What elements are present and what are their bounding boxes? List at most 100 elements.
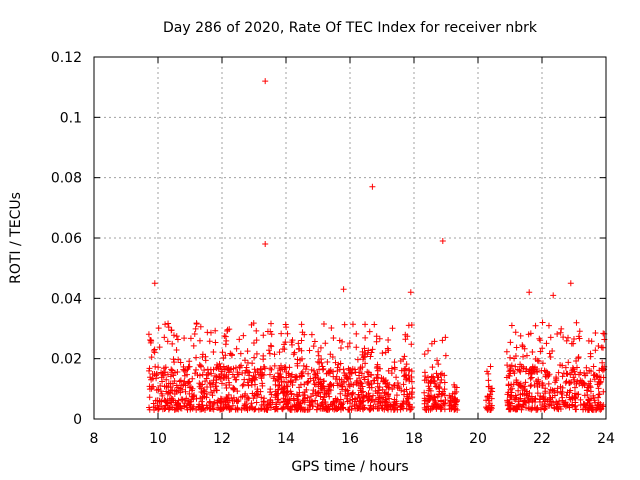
data-point bbox=[408, 368, 415, 375]
data-point bbox=[341, 370, 348, 377]
data-point bbox=[532, 368, 539, 375]
data-point bbox=[539, 319, 546, 326]
x-tick-label: 10 bbox=[149, 431, 167, 447]
data-point bbox=[190, 403, 197, 410]
data-point bbox=[306, 401, 313, 408]
data-point bbox=[180, 381, 187, 388]
data-point bbox=[304, 379, 311, 386]
data-point bbox=[231, 374, 238, 381]
data-point bbox=[160, 372, 167, 379]
data-point bbox=[424, 374, 431, 381]
data-point bbox=[204, 329, 211, 336]
data-point bbox=[327, 387, 334, 394]
data-point bbox=[177, 377, 184, 384]
data-point bbox=[244, 379, 251, 386]
data-point bbox=[177, 359, 184, 366]
data-point bbox=[581, 402, 588, 409]
data-point bbox=[356, 394, 363, 401]
data-point bbox=[206, 379, 213, 386]
data-point bbox=[431, 338, 438, 345]
data-point bbox=[222, 401, 229, 408]
data-point bbox=[214, 405, 221, 412]
data-point bbox=[393, 398, 400, 405]
data-point bbox=[330, 373, 337, 380]
data-point bbox=[169, 367, 176, 374]
data-point bbox=[267, 328, 274, 335]
data-point bbox=[442, 352, 449, 359]
data-point bbox=[600, 344, 607, 351]
data-point bbox=[289, 403, 296, 410]
data-point bbox=[591, 372, 598, 379]
data-point bbox=[310, 377, 317, 384]
outlier-point bbox=[439, 238, 446, 245]
data-point bbox=[294, 374, 301, 381]
data-point bbox=[318, 359, 325, 366]
data-point bbox=[513, 379, 520, 386]
data-point bbox=[155, 325, 162, 332]
data-point bbox=[599, 365, 606, 372]
data-point bbox=[534, 357, 541, 364]
data-point bbox=[326, 368, 333, 375]
data-point bbox=[303, 363, 310, 370]
data-point bbox=[366, 328, 373, 335]
data-point bbox=[389, 325, 396, 332]
data-point bbox=[378, 374, 385, 381]
data-point bbox=[261, 365, 268, 372]
data-point bbox=[305, 378, 312, 385]
data-point bbox=[569, 401, 576, 408]
data-point bbox=[575, 333, 582, 340]
data-point bbox=[251, 392, 258, 399]
data-point bbox=[298, 355, 305, 362]
data-point bbox=[317, 344, 324, 351]
data-point bbox=[353, 330, 360, 337]
data-point bbox=[513, 344, 520, 351]
data-point bbox=[545, 372, 552, 379]
data-point bbox=[299, 368, 306, 375]
data-point bbox=[431, 380, 438, 387]
data-point bbox=[570, 340, 577, 347]
data-point bbox=[268, 331, 275, 338]
data-point bbox=[547, 334, 554, 341]
data-point bbox=[248, 400, 255, 407]
data-point bbox=[408, 406, 415, 413]
data-point bbox=[551, 392, 558, 399]
data-point bbox=[508, 322, 515, 329]
data-point bbox=[198, 398, 205, 405]
data-point bbox=[485, 377, 492, 384]
data-point bbox=[507, 406, 514, 413]
data-point bbox=[546, 390, 553, 397]
data-point bbox=[196, 337, 203, 344]
data-point bbox=[313, 392, 320, 399]
data-point bbox=[328, 324, 335, 331]
data-point bbox=[377, 402, 384, 409]
data-point bbox=[571, 368, 578, 375]
data-point bbox=[212, 372, 219, 379]
data-point bbox=[265, 401, 272, 408]
data-point bbox=[374, 380, 381, 387]
data-point bbox=[295, 346, 302, 353]
data-point bbox=[592, 347, 599, 354]
data-point bbox=[434, 403, 441, 410]
data-point bbox=[547, 386, 554, 393]
data-point bbox=[368, 384, 375, 391]
data-point bbox=[515, 401, 522, 408]
data-point bbox=[186, 358, 193, 365]
data-point bbox=[222, 352, 229, 359]
data-point bbox=[400, 398, 407, 405]
data-point bbox=[199, 406, 206, 413]
data-point bbox=[348, 370, 355, 377]
data-point bbox=[590, 392, 597, 399]
data-point bbox=[428, 378, 435, 385]
data-point bbox=[597, 406, 604, 413]
data-point bbox=[542, 388, 549, 395]
data-point bbox=[213, 365, 220, 372]
data-point bbox=[541, 403, 548, 410]
data-point bbox=[170, 356, 177, 363]
data-point bbox=[146, 365, 153, 372]
data-point bbox=[402, 365, 409, 372]
data-point bbox=[147, 337, 154, 344]
data-point bbox=[527, 383, 534, 390]
data-point bbox=[232, 406, 239, 413]
data-point bbox=[278, 378, 285, 385]
data-point bbox=[244, 368, 251, 375]
